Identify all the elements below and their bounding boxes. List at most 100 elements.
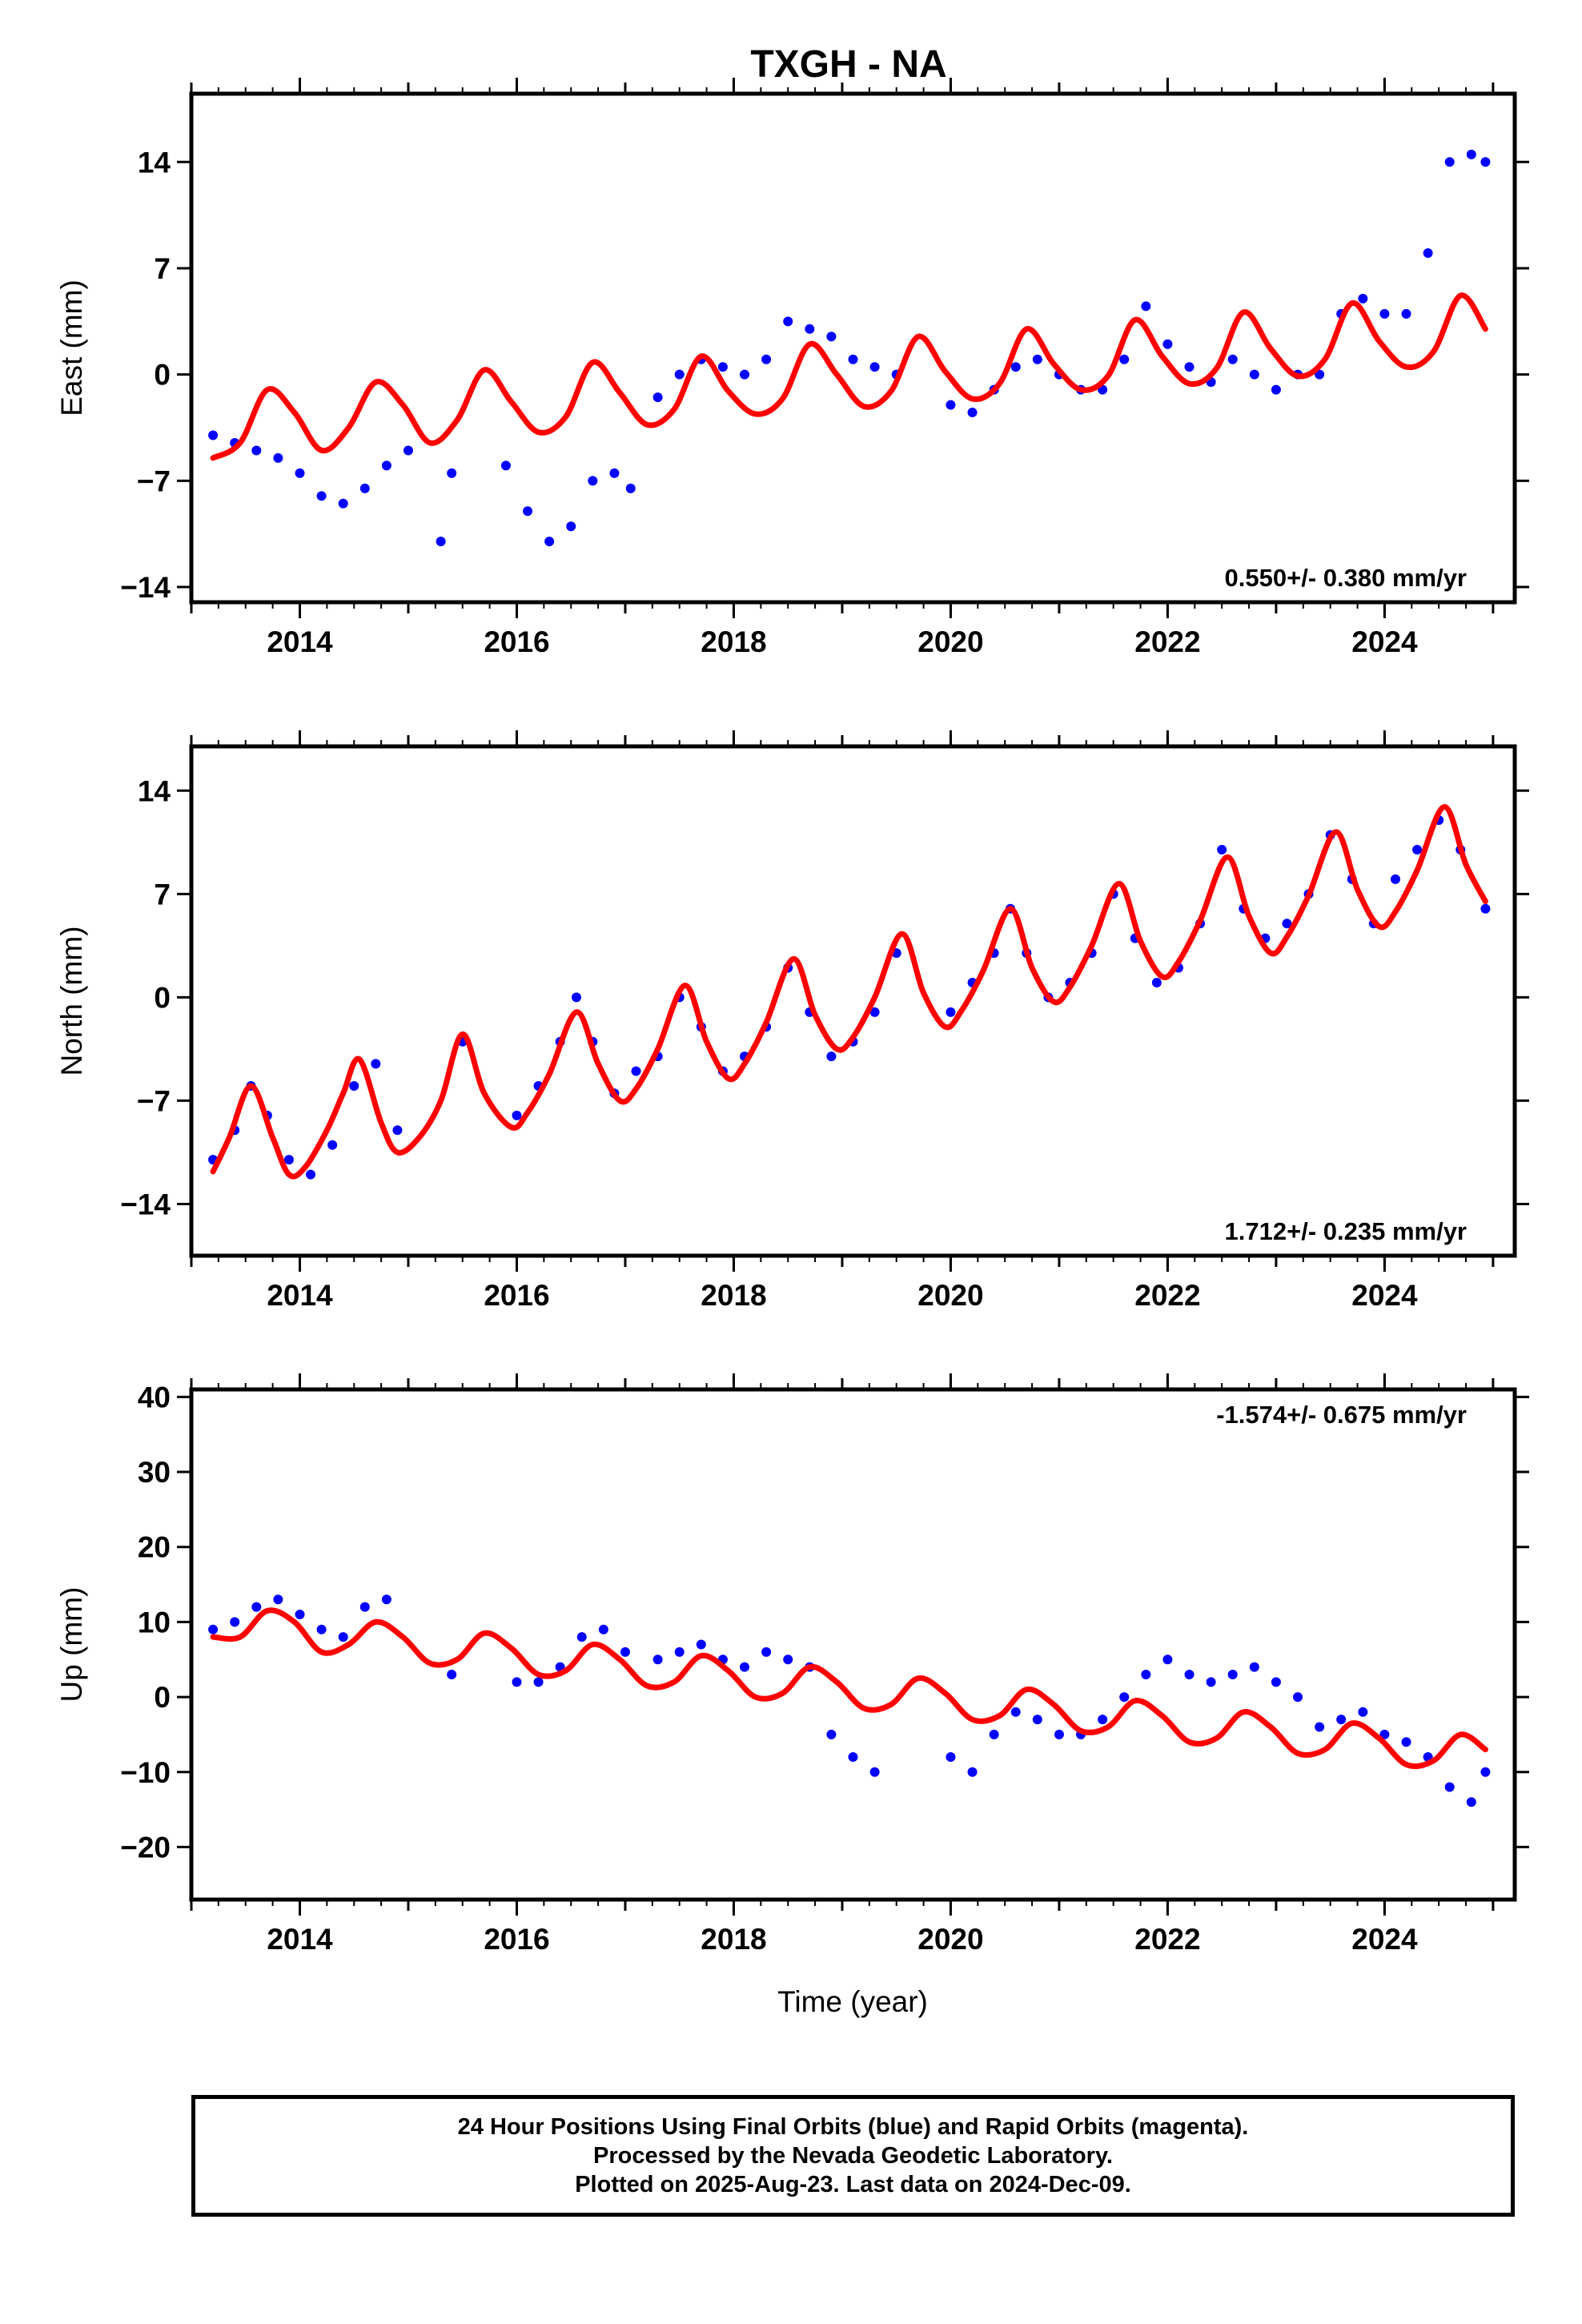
east-data-point — [1249, 369, 1259, 380]
east-data-point — [1379, 308, 1390, 319]
up-data-point — [576, 1632, 587, 1642]
east-data-point — [674, 369, 685, 380]
east-data-point — [500, 460, 511, 471]
up-model-line — [210, 1607, 1488, 1770]
north-x-tick-label: 2024 — [1351, 1279, 1418, 1312]
east-data-point — [1227, 354, 1238, 364]
east-y-axis-label: East (mm) — [55, 279, 88, 416]
east-data-point — [848, 354, 858, 364]
up-data-point — [316, 1624, 327, 1634]
up-data-point — [1054, 1729, 1064, 1739]
figure-title: TXGH - NA — [750, 43, 946, 86]
east-data-point — [338, 498, 348, 509]
up-data-point — [1315, 1722, 1325, 1732]
up-data-point — [696, 1639, 706, 1650]
north-plot-frame — [189, 744, 1517, 1258]
north-data-point — [1480, 903, 1491, 914]
up-plot-area — [208, 1594, 1491, 1807]
up-data-point — [359, 1602, 370, 1612]
north-x-tick-label: 2016 — [484, 1279, 549, 1312]
east-data-point — [403, 445, 413, 456]
up-data-point — [1358, 1707, 1368, 1717]
north-data-point — [283, 1155, 294, 1165]
up-data-point — [761, 1647, 772, 1657]
north-data-point — [1390, 874, 1400, 884]
north-plot-area — [208, 804, 1491, 1180]
up-data-point — [1010, 1707, 1021, 1717]
up-x-tick-label: 2024 — [1351, 1923, 1418, 1956]
east-data-point — [1119, 354, 1130, 364]
up-y-tick-label: 10 — [138, 1606, 171, 1638]
up-data-point — [1098, 1715, 1108, 1725]
east-rate-annotation: 0.550+/- 0.380 mm/yr — [1225, 564, 1467, 592]
up-data-point — [381, 1594, 391, 1605]
up-y-tick-label: 30 — [138, 1456, 171, 1489]
up-y-tick-label: 20 — [138, 1531, 171, 1564]
up-x-tick-label: 2022 — [1134, 1923, 1200, 1956]
north-data-point — [371, 1059, 381, 1069]
east-x-tick-label: 2024 — [1351, 625, 1418, 658]
footer-notes-box: 24 Hour Positions Using Final Orbits (bl… — [191, 2095, 1515, 2217]
up-data-point — [1162, 1655, 1173, 1665]
up-x-tick-label: 2018 — [701, 1923, 766, 1956]
east-model-line — [210, 292, 1488, 461]
east-data-point — [251, 445, 262, 456]
up-data-point — [273, 1594, 283, 1605]
east-data-point — [447, 468, 457, 478]
north-panel: 2014 2016 2018 2020 2022 2024 14 7 0 −7 −14 North (… — [55, 730, 1529, 1312]
up-data-point — [1206, 1677, 1216, 1687]
east-data-point — [783, 316, 793, 327]
up-data-point — [447, 1669, 457, 1679]
up-y-tick-label: 0 — [154, 1681, 171, 1714]
east-data-point — [652, 392, 663, 403]
up-data-point — [1184, 1669, 1195, 1679]
east-data-point — [1444, 157, 1455, 167]
east-data-point — [625, 483, 636, 493]
east-data-point — [1184, 362, 1195, 372]
up-data-point — [1141, 1669, 1151, 1679]
north-x-tick-label: 2014 — [267, 1279, 333, 1312]
footer-line-processed-by: Processed by the Nevada Geodetic Laborat… — [593, 2143, 1113, 2169]
up-data-point — [826, 1729, 837, 1739]
east-x-tick-label: 2020 — [917, 625, 983, 658]
up-data-point — [598, 1624, 608, 1634]
north-data-point — [1412, 845, 1423, 855]
up-data-point — [869, 1767, 880, 1777]
east-data-point — [436, 537, 446, 547]
east-data-point — [1480, 157, 1491, 167]
up-data-point — [967, 1767, 978, 1777]
east-data-point — [208, 430, 219, 440]
east-data-point — [1358, 293, 1368, 304]
north-data-point — [1282, 919, 1292, 929]
east-data-point — [609, 468, 620, 478]
up-data-point — [848, 1752, 858, 1763]
up-data-point — [620, 1647, 630, 1657]
north-y-tick-label: 7 — [154, 878, 171, 911]
north-data-point — [392, 1125, 403, 1136]
north-data-point — [631, 1066, 641, 1076]
up-data-point — [740, 1662, 750, 1672]
north-model-line — [210, 804, 1488, 1180]
east-data-point — [381, 460, 391, 471]
east-y-tick-label: −14 — [120, 571, 171, 604]
north-data-point — [1151, 977, 1162, 987]
up-data-point — [533, 1677, 544, 1687]
east-y-tick-label: 7 — [154, 252, 171, 285]
north-data-point — [1217, 845, 1227, 855]
up-data-point — [652, 1655, 663, 1665]
up-data-point — [1227, 1669, 1238, 1679]
up-y-tick-label: −10 — [120, 1756, 171, 1789]
east-y-tick-label: 14 — [138, 146, 171, 179]
north-data-point — [826, 1051, 837, 1062]
north-x-tick-label: 2018 — [701, 1279, 766, 1312]
up-y-tick-label: 40 — [138, 1381, 171, 1413]
up-data-point — [295, 1610, 305, 1620]
east-data-point — [544, 537, 555, 547]
up-x-tick-label: 2014 — [267, 1923, 333, 1956]
north-data-point — [349, 1081, 359, 1091]
up-data-point — [1249, 1662, 1259, 1672]
east-data-point — [1032, 354, 1042, 364]
east-x-tick-label: 2014 — [267, 625, 333, 658]
north-data-point — [512, 1110, 522, 1120]
